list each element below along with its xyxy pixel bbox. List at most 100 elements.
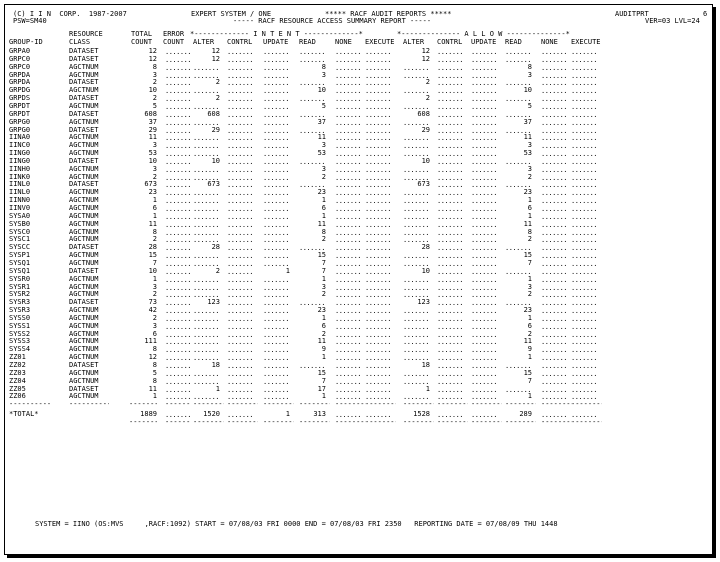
group-id-cell: IINN0 — [9, 196, 31, 205]
access-count-cell: 5 — [321, 101, 326, 110]
resource-class-cell: AGCTNUM — [69, 392, 99, 401]
dot-leader: ....... — [403, 88, 430, 95]
resource-class-cell: AGCTNUM — [69, 101, 99, 110]
intent-col-header-contrl: CONTRL — [227, 38, 253, 46]
dot-leader: ....... — [299, 80, 326, 87]
dot-leader: ....... — [335, 158, 362, 165]
access-count-cell: 2 — [425, 78, 430, 87]
table-row: SYSC0 AGCTNUM 8...........................… — [5, 228, 712, 237]
dot-leader: ....... — [227, 119, 254, 126]
group-id-cell: IINK0 — [9, 172, 31, 181]
dot-leader: ....... — [165, 174, 191, 181]
resource-class-cell: AGCTNUM — [69, 141, 99, 150]
access-count-cell: 3 — [527, 282, 532, 291]
dot-leader: ....... — [403, 206, 430, 212]
dot-leader: ....... — [335, 88, 362, 95]
dot-leader: ....... — [165, 143, 191, 150]
total-count-cell: 673 — [144, 180, 157, 189]
dot-leader: ....... — [541, 49, 568, 55]
dot-leader: ....... — [335, 80, 362, 87]
dot-leader: ....... — [541, 127, 568, 134]
dot-leader: ....... — [165, 111, 191, 118]
dot-leader: ....... — [571, 268, 598, 275]
dot-leader: ....... — [541, 158, 568, 165]
access-count-cell: 11 — [317, 133, 326, 142]
group-id-cell: IINL0 — [9, 188, 31, 197]
table-row: GRPDA AGCTNUM 3...........................… — [5, 71, 712, 80]
dot-leader: ....... — [471, 190, 498, 197]
total-count-cell: 15 — [148, 251, 157, 260]
dot-leader: ....... — [335, 300, 362, 307]
report-title: ***** RACF AUDIT REPORTS ***** — [325, 10, 452, 18]
dot-leader: ....... — [541, 206, 568, 212]
dot-leader: ....... — [505, 158, 532, 165]
dot-leader: ....... — [365, 370, 392, 377]
dot-leader: ....... — [165, 378, 191, 385]
dot-leader: ....... — [505, 268, 532, 275]
dot-leader: ....... — [263, 111, 290, 118]
group-id-cell: IINH0 — [9, 164, 31, 173]
dot-leader: ....... — [263, 300, 290, 307]
group-id-cell: SYSC1 — [9, 235, 31, 244]
dot-leader: ....... — [471, 260, 498, 267]
intent-col-header-update: UPDATE — [263, 38, 289, 46]
dot-leader: ....... — [165, 221, 191, 228]
dot-leader: ....... — [365, 206, 392, 212]
dot-leader: ....... — [437, 111, 464, 118]
dot-leader: ....... — [437, 143, 464, 150]
dot-leader: ....... — [437, 308, 464, 315]
allow-col-header-execute: EXECUTE — [571, 38, 601, 46]
dot-leader: ....... — [227, 260, 254, 267]
group-id-cell: SYSR3 — [9, 306, 31, 315]
dot-leader: ....... — [263, 143, 290, 150]
dot-leader: ....... — [263, 394, 290, 401]
group-id-cell: IING0 — [9, 156, 31, 165]
dot-leader: ....... — [335, 119, 362, 126]
access-count-cell: 1 — [321, 274, 326, 283]
table-row: ZZ03 AGCTNUM 5............................… — [5, 368, 712, 378]
dot-leader: ....... — [571, 72, 598, 79]
table-row: IINC0 AGCTNUM 3...........................… — [5, 141, 712, 150]
dot-leader: ....... — [335, 198, 362, 205]
resource-class-cell: AGCTNUM — [69, 282, 99, 291]
dot-leader: ....... — [193, 151, 220, 158]
resource-class-cell: AGCTNUM — [69, 353, 99, 362]
total-count-cell: 5 — [152, 368, 157, 377]
dot-leader: ....... — [403, 72, 430, 79]
table-row: IINH0 AGCTNUM 3...........................… — [5, 164, 712, 174]
dot-leader: ....... — [437, 182, 464, 189]
dot-leader: ....... — [227, 412, 254, 419]
dot-leader: ....... — [365, 166, 392, 173]
access-count-cell: 15 — [523, 368, 532, 377]
dot-leader: ....... — [335, 96, 362, 103]
dot-leader: ....... — [335, 292, 362, 299]
resource-class-cell: AGCTNUM — [69, 164, 99, 173]
dot-leader: ....... — [263, 88, 290, 95]
dot-leader: ....... — [571, 315, 598, 322]
dot-leader: ....... — [227, 88, 254, 95]
dot-leader: ....... — [365, 96, 392, 103]
dot-leader: ....... — [263, 127, 290, 134]
dot-leader: ....... — [403, 253, 430, 260]
dot-leader: ....... — [437, 80, 464, 87]
dot-leader: ....... — [541, 221, 568, 228]
dot-leader: ....... — [437, 237, 464, 244]
dot-leader: ....... — [227, 213, 254, 220]
dot-leader: ....... — [365, 64, 392, 71]
separator-dash: ------------ — [365, 418, 396, 426]
total-count-cell: 53 — [148, 149, 157, 158]
dot-leader: ....... — [193, 103, 220, 110]
dot-leader: ....... — [365, 237, 392, 244]
dot-leader: ....... — [335, 315, 362, 322]
access-count-cell: 5 — [527, 101, 532, 110]
dot-leader: ....... — [571, 370, 598, 377]
dot-leader: ....... — [471, 64, 498, 71]
table-row: SYSR3 AGCTNUM 42..........................… — [5, 306, 712, 315]
dot-leader: ....... — [471, 158, 498, 165]
dot-leader: ....... — [471, 315, 498, 322]
table-row: SYSP1 AGCTNUM 15..........................… — [5, 251, 712, 260]
dot-leader: ....... — [403, 315, 430, 322]
dot-leader: ....... — [471, 88, 498, 95]
access-count-cell: 11 — [317, 219, 326, 228]
dot-leader: ....... — [227, 103, 254, 110]
